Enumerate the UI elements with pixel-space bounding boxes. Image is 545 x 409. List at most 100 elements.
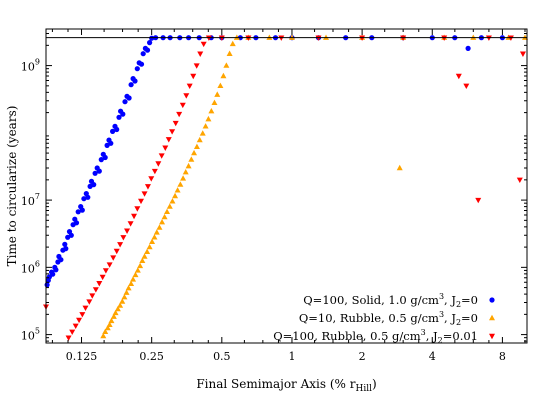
y-tick-label: 107 — [21, 192, 40, 208]
data-point — [82, 305, 89, 312]
y-tick-label: 105 — [21, 327, 40, 343]
y-tick-base: 10 — [21, 262, 35, 275]
data-point — [220, 72, 227, 79]
data-point — [134, 206, 141, 212]
data-point — [126, 95, 132, 101]
plot-frame — [45, 28, 528, 344]
x-tick-label: 0.25 — [139, 350, 164, 363]
data-point — [153, 229, 160, 235]
data-point — [151, 168, 158, 175]
series-1 — [100, 34, 528, 339]
data-point — [146, 243, 153, 250]
data-point — [190, 73, 197, 80]
data-point — [92, 170, 98, 176]
data-point — [166, 203, 173, 209]
legend: Q=100, Solid, 1.0 g/cm3, J2=0Q=10, Rubbl… — [273, 292, 495, 345]
legend-label-sup: 3 — [421, 328, 426, 337]
data-point — [475, 197, 482, 204]
data-point — [119, 298, 126, 304]
data-point — [44, 282, 50, 288]
data-point — [112, 309, 119, 316]
data-point — [519, 51, 526, 57]
data-point — [396, 164, 403, 171]
y-tick-exponent: 6 — [35, 259, 40, 268]
y-tick-exponent: 5 — [35, 327, 40, 336]
data-point — [106, 321, 113, 327]
data-point — [147, 40, 153, 46]
data-point — [116, 114, 122, 120]
data-point — [179, 102, 186, 109]
data-point — [202, 123, 209, 129]
data-point — [141, 253, 148, 259]
data-point — [73, 220, 80, 226]
data-point — [196, 136, 203, 143]
data-point — [108, 317, 115, 324]
data-point — [140, 51, 146, 57]
data-point — [148, 176, 155, 182]
data-point — [98, 157, 104, 163]
data-point — [132, 78, 138, 84]
x-axis-title: Final Semimajor Axis (% rHill) — [196, 377, 376, 394]
data-point — [125, 284, 132, 291]
data-point — [110, 313, 117, 319]
data-point — [463, 83, 470, 90]
data-point — [155, 161, 162, 167]
legend-label-main: Q=10, Rubble, 0.5 g/cm — [299, 311, 439, 325]
data-point — [144, 47, 151, 53]
y-tick-base: 10 — [21, 195, 35, 208]
x-tick-label: 4 — [429, 350, 436, 363]
data-point — [177, 181, 184, 187]
data-point — [223, 62, 230, 68]
data-point — [79, 207, 85, 213]
data-point — [121, 293, 128, 300]
data-point — [53, 267, 59, 273]
data-point — [137, 262, 144, 269]
data-point — [172, 192, 179, 199]
data-point — [164, 208, 171, 214]
data-point — [110, 128, 116, 134]
data-point — [81, 196, 87, 202]
data-point — [69, 329, 76, 336]
legend-label-end: =0 — [461, 293, 478, 307]
data-point — [110, 255, 117, 261]
legend-label-tail: , J — [426, 329, 438, 343]
data-point — [131, 213, 138, 220]
data-point — [169, 129, 176, 135]
data-point — [144, 184, 151, 190]
data-point — [217, 82, 224, 89]
x-tick-label: 0.5 — [213, 350, 231, 363]
legend-marker — [489, 297, 495, 303]
legend-label-tail: , J — [444, 293, 456, 307]
legend-label-end: =0 — [461, 311, 478, 325]
data-point — [96, 168, 102, 174]
data-point — [183, 93, 190, 99]
data-point — [99, 274, 106, 281]
x-axis-title-main: Final Semimajor Axis (% r — [196, 377, 355, 391]
data-point — [117, 242, 124, 248]
legend-label-main: Q=100, Rubble, 0.5 g/cm — [273, 329, 421, 343]
legend-label-end: =0.01 — [443, 329, 478, 343]
data-point — [102, 268, 109, 274]
data-point — [79, 312, 86, 318]
data-point — [197, 51, 204, 57]
data-point — [114, 305, 121, 312]
data-point — [58, 257, 64, 263]
data-point — [138, 198, 145, 205]
data-point — [180, 175, 187, 181]
data-point — [127, 221, 134, 227]
data-point — [62, 241, 68, 247]
data-point — [169, 198, 176, 204]
data-point — [50, 271, 56, 277]
legend-label-sub: 2 — [438, 336, 443, 345]
data-point — [465, 45, 471, 52]
data-point — [114, 126, 120, 133]
data-point — [226, 50, 233, 56]
data-point — [106, 262, 113, 268]
data-point — [89, 293, 96, 299]
data-points-layer — [43, 34, 528, 341]
data-point — [120, 111, 126, 117]
y-tick-exponent: 9 — [35, 58, 40, 67]
data-point — [123, 289, 130, 295]
data-point — [68, 232, 74, 238]
